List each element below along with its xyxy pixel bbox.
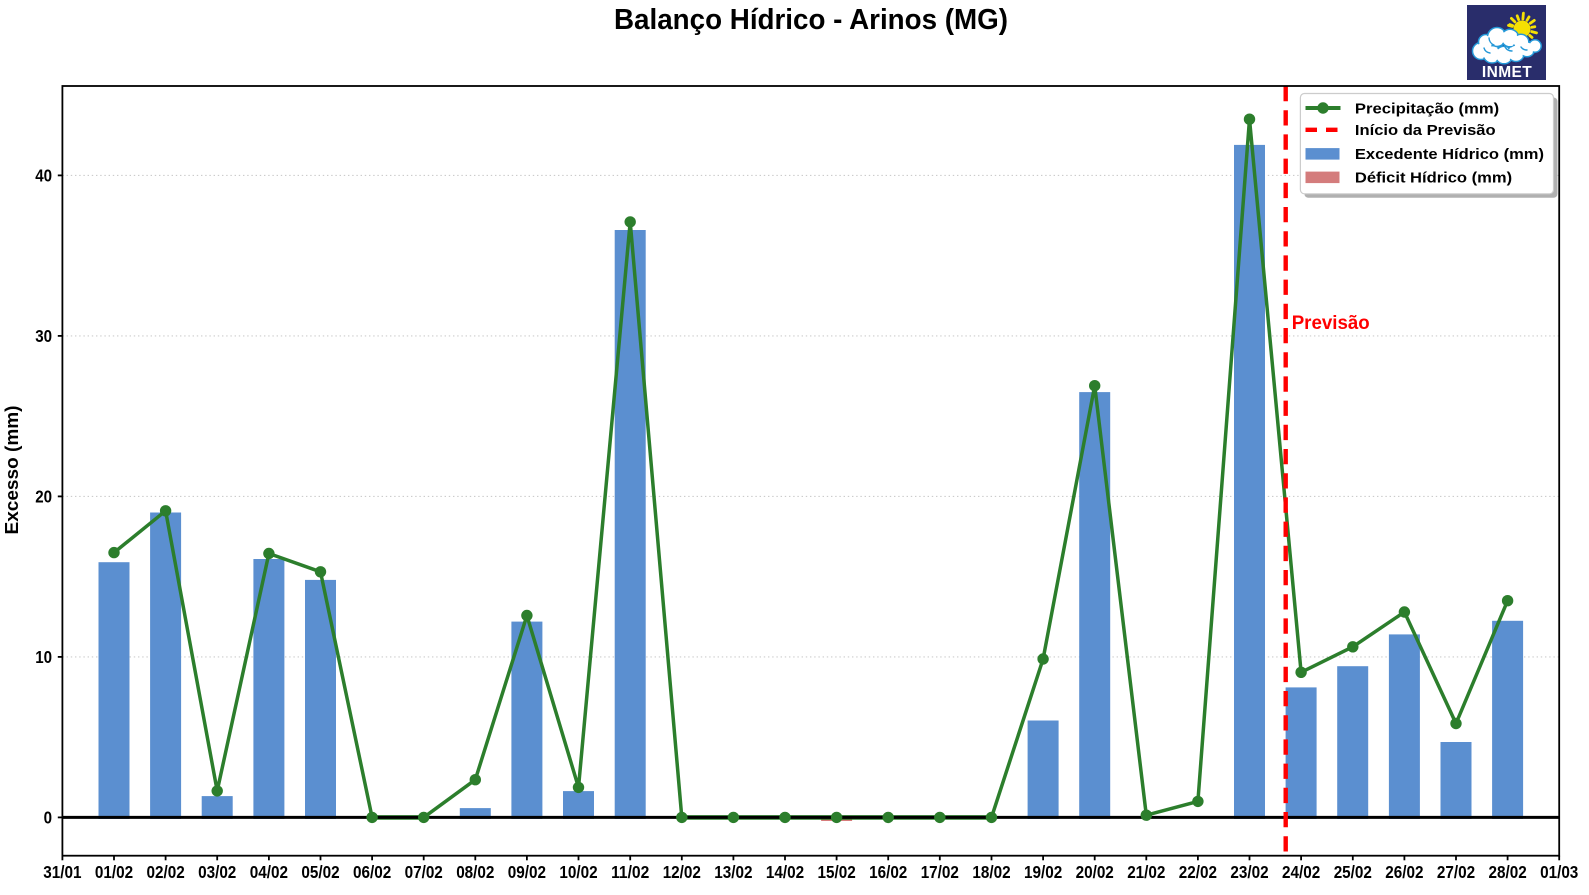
svg-text:Previsão: Previsão — [1292, 312, 1370, 334]
svg-text:23/02: 23/02 — [1230, 862, 1268, 882]
svg-text:10: 10 — [35, 647, 52, 667]
svg-text:Precipitação (mm): Precipitação (mm) — [1355, 101, 1499, 117]
svg-text:14/02: 14/02 — [766, 862, 804, 882]
svg-text:22/02: 22/02 — [1179, 862, 1217, 882]
svg-text:02/02: 02/02 — [147, 862, 185, 882]
svg-text:09/02: 09/02 — [508, 862, 546, 882]
svg-text:20: 20 — [35, 487, 52, 507]
svg-text:11/02: 11/02 — [611, 862, 649, 882]
svg-text:07/02: 07/02 — [405, 862, 443, 882]
svg-text:16/02: 16/02 — [869, 862, 907, 882]
svg-text:Excesso (mm): Excesso (mm) — [2, 406, 22, 535]
svg-text:04/02: 04/02 — [250, 862, 288, 882]
svg-text:20/02: 20/02 — [1076, 862, 1114, 882]
svg-text:01/03: 01/03 — [1540, 862, 1578, 882]
svg-text:10/02: 10/02 — [559, 862, 597, 882]
svg-text:27/02: 27/02 — [1437, 862, 1475, 882]
svg-text:Balanço Hídrico - Arinos (MG): Balanço Hídrico - Arinos (MG) — [614, 4, 1008, 36]
svg-text:03/02: 03/02 — [198, 862, 236, 882]
svg-text:01/02: 01/02 — [95, 862, 133, 882]
svg-text:21/02: 21/02 — [1127, 862, 1165, 882]
svg-text:24/02: 24/02 — [1282, 862, 1320, 882]
svg-text:18/02: 18/02 — [972, 862, 1010, 882]
svg-text:Início da Previsão: Início da Previsão — [1355, 123, 1496, 139]
svg-text:25/02: 25/02 — [1334, 862, 1372, 882]
svg-text:08/02: 08/02 — [456, 862, 494, 882]
svg-text:17/02: 17/02 — [921, 862, 959, 882]
svg-text:15/02: 15/02 — [818, 862, 856, 882]
svg-text:Excedente Hídrico (mm): Excedente Hídrico (mm) — [1355, 147, 1544, 163]
svg-text:12/02: 12/02 — [663, 862, 701, 882]
svg-text:0: 0 — [44, 808, 52, 828]
svg-text:19/02: 19/02 — [1024, 862, 1062, 882]
svg-text:40: 40 — [35, 166, 52, 186]
svg-text:26/02: 26/02 — [1385, 862, 1423, 882]
svg-text:06/02: 06/02 — [353, 862, 391, 882]
svg-text:13/02: 13/02 — [714, 862, 752, 882]
svg-text:31/01: 31/01 — [43, 862, 81, 882]
svg-text:30: 30 — [35, 326, 52, 346]
svg-text:Déficit Hídrico (mm): Déficit Hídrico (mm) — [1355, 171, 1512, 187]
svg-text:28/02: 28/02 — [1489, 862, 1527, 882]
svg-text:05/02: 05/02 — [301, 862, 339, 882]
svg-text:INMET: INMET — [1482, 64, 1532, 81]
